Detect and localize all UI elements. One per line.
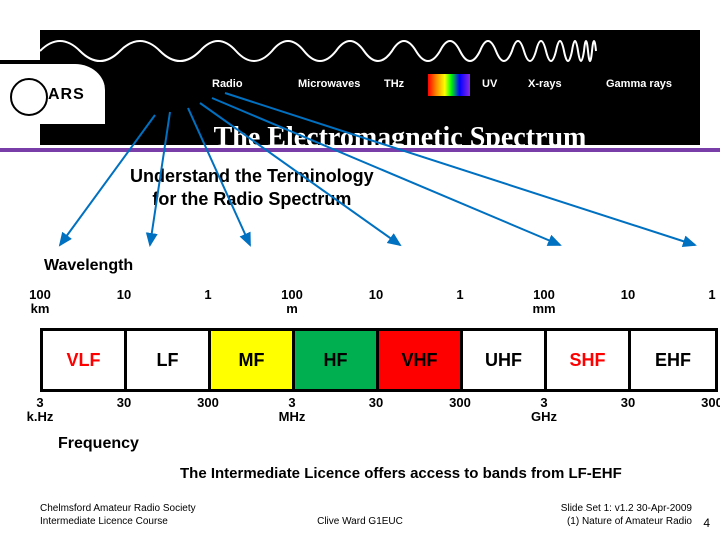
footer-right: Slide Set 1: v1.2 30-Apr-2009 (1) Nature… <box>561 503 692 528</box>
axis-tick: 300 <box>197 396 219 410</box>
logo-text: ARS <box>48 86 85 104</box>
visible-spectrum-icon <box>428 74 470 96</box>
axis-tick: 100 km <box>29 288 51 317</box>
frequency-label: Frequency <box>58 435 139 453</box>
em-label: Microwaves <box>298 78 360 90</box>
axis-tick: 1 <box>456 288 463 302</box>
axis-tick: 300 <box>449 396 471 410</box>
band-vhf: VHF <box>379 331 463 389</box>
axis-tick: 3 k.Hz <box>27 396 54 425</box>
axis-tick: 100 m <box>281 288 303 317</box>
band-chart: VLFLFMFHFVHFUHFSHFEHF <box>40 328 718 392</box>
axis-tick: 10 <box>117 288 131 302</box>
em-label: THz <box>384 78 404 90</box>
band-shf: SHF <box>547 331 631 389</box>
subtitle: Understand the Terminology for the Radio… <box>130 165 374 212</box>
band-ehf: EHF <box>631 331 715 389</box>
axis-tick: 3 MHz <box>279 396 306 425</box>
axis-tick: 3 GHz <box>531 396 557 425</box>
axis-tick: 1 <box>708 288 715 302</box>
slide-root: RadioMicrowavesTHzIRUVX-raysGamma rays T… <box>0 0 720 540</box>
bottom-note: The Intermediate Licence offers access t… <box>180 465 708 482</box>
band-uhf: UHF <box>463 331 547 389</box>
axis-tick: 10 <box>369 288 383 302</box>
em-label: X-rays <box>528 78 562 90</box>
axis-tick: 100 mm <box>532 288 555 317</box>
wave-graphic <box>40 30 700 72</box>
axis-tick: 300 <box>701 396 720 410</box>
axis-tick: 30 <box>117 396 131 410</box>
divider-line <box>0 148 720 152</box>
em-label: UV <box>482 78 497 90</box>
em-spectrum-banner: RadioMicrowavesTHzIRUVX-raysGamma rays T… <box>40 30 700 145</box>
logo-ring-icon <box>10 78 48 116</box>
band-vlf: VLF <box>43 331 127 389</box>
axis-tick: 30 <box>369 396 383 410</box>
page-number: 4 <box>703 516 710 530</box>
cars-logo: ARS <box>0 60 105 124</box>
axis-tick: 1 <box>204 288 211 302</box>
em-label: Gamma rays <box>606 78 672 90</box>
band-mf: MF <box>211 331 295 389</box>
axis-tick: 10 <box>621 288 635 302</box>
band-lf: LF <box>127 331 211 389</box>
band-hf: HF <box>295 331 379 389</box>
wavelength-label: Wavelength <box>44 257 133 275</box>
axis-tick: 30 <box>621 396 635 410</box>
em-label: Radio <box>212 78 243 90</box>
